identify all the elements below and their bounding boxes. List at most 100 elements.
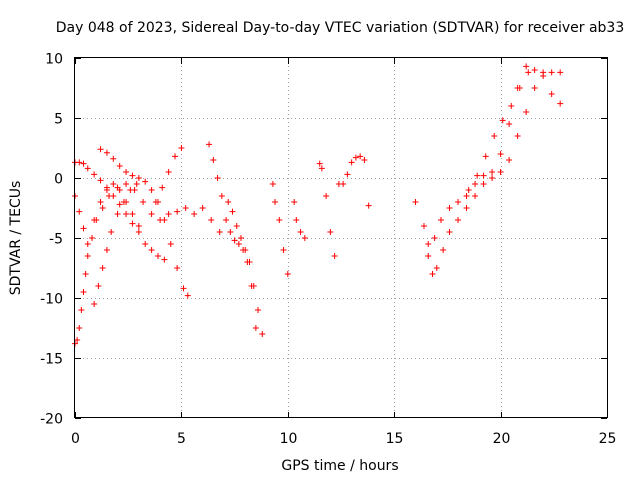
data-point [218, 193, 225, 199]
data-point [76, 208, 83, 215]
x-tick-labels: 0 5 10 15 20 25 [71, 431, 616, 447]
data-point [84, 165, 91, 172]
data-point [108, 229, 115, 235]
series-track-d [72, 181, 142, 247]
data-point [557, 69, 564, 76]
data-point [80, 160, 87, 167]
data-point [191, 211, 198, 217]
data-point [316, 160, 323, 167]
data-point [116, 201, 123, 208]
data-point [184, 292, 191, 299]
y-tick-label: 5 [54, 112, 63, 128]
data-point [135, 229, 142, 235]
series-pass-n [465, 69, 532, 193]
data-point [344, 171, 351, 178]
data-point [172, 153, 179, 160]
data-point [301, 235, 308, 241]
data-point [433, 265, 440, 271]
data-point [540, 73, 547, 79]
data-point [250, 283, 257, 289]
data-point [237, 235, 244, 241]
data-point [272, 199, 279, 205]
data-point [331, 253, 338, 259]
data-point [259, 331, 266, 337]
data-point [348, 159, 355, 166]
data-point [297, 229, 304, 235]
data-point [340, 181, 347, 187]
data-point [97, 146, 104, 153]
data-point [165, 211, 172, 217]
y-tick-label: -15 [40, 352, 63, 368]
data-point [293, 217, 300, 223]
data-point [103, 187, 110, 193]
data-point [161, 217, 168, 223]
series-track-g [225, 199, 266, 337]
series-track-c [97, 146, 191, 299]
data-point [82, 271, 89, 277]
data-point [318, 165, 325, 172]
y-tick-labels: -20 -15 -10 -5 0 5 10 [40, 52, 63, 428]
plot-frame [74, 57, 608, 418]
data-point [110, 193, 117, 199]
data-point [91, 171, 98, 178]
data-point [246, 259, 253, 265]
data-point [127, 187, 134, 193]
data-point [129, 211, 136, 217]
data-point [252, 325, 259, 331]
data-point [214, 175, 221, 181]
series-pass-l [412, 63, 564, 277]
series-pass-k [316, 153, 372, 259]
data-point [208, 217, 215, 223]
data-point [284, 271, 291, 277]
data-points [72, 63, 564, 347]
data-point [463, 193, 470, 199]
x-tick-label: 5 [177, 431, 186, 447]
data-point [548, 69, 555, 76]
data-point [129, 172, 136, 179]
series-pass-i [269, 181, 291, 277]
data-point [472, 181, 479, 187]
data-point [516, 85, 523, 91]
series-track-a [72, 181, 223, 347]
data-point [474, 172, 481, 179]
data-point [233, 223, 240, 229]
data-point [123, 211, 130, 217]
data-point [159, 184, 166, 191]
data-point [103, 149, 110, 156]
data-point [497, 151, 504, 157]
data-point [129, 220, 136, 227]
data-point [84, 253, 91, 259]
data-point [225, 199, 232, 205]
data-point [255, 307, 262, 313]
data-point [216, 229, 223, 235]
data-point [446, 205, 453, 211]
data-point [152, 199, 159, 205]
data-point [154, 253, 161, 259]
data-point [74, 337, 81, 343]
data-point [223, 217, 230, 223]
data-point [523, 63, 530, 70]
data-point [548, 91, 555, 97]
data-point [123, 169, 130, 175]
y-tick-label: -10 [40, 292, 63, 308]
data-point [499, 117, 506, 124]
data-point [291, 199, 298, 205]
data-point [76, 325, 83, 331]
series-pass-m [425, 73, 564, 247]
data-point [148, 211, 155, 217]
data-point [178, 145, 185, 151]
series-track-f [206, 141, 259, 331]
data-point [123, 181, 130, 187]
data-point [323, 193, 330, 199]
data-point [199, 205, 206, 211]
data-point [161, 256, 168, 263]
y-tick-label: -5 [49, 232, 63, 248]
data-point [135, 175, 142, 181]
data-point [180, 285, 187, 292]
data-point [352, 154, 359, 161]
series-pass-j [291, 199, 308, 241]
data-point [491, 133, 498, 139]
data-point [506, 121, 513, 127]
data-point [531, 85, 538, 91]
data-point [327, 229, 334, 235]
